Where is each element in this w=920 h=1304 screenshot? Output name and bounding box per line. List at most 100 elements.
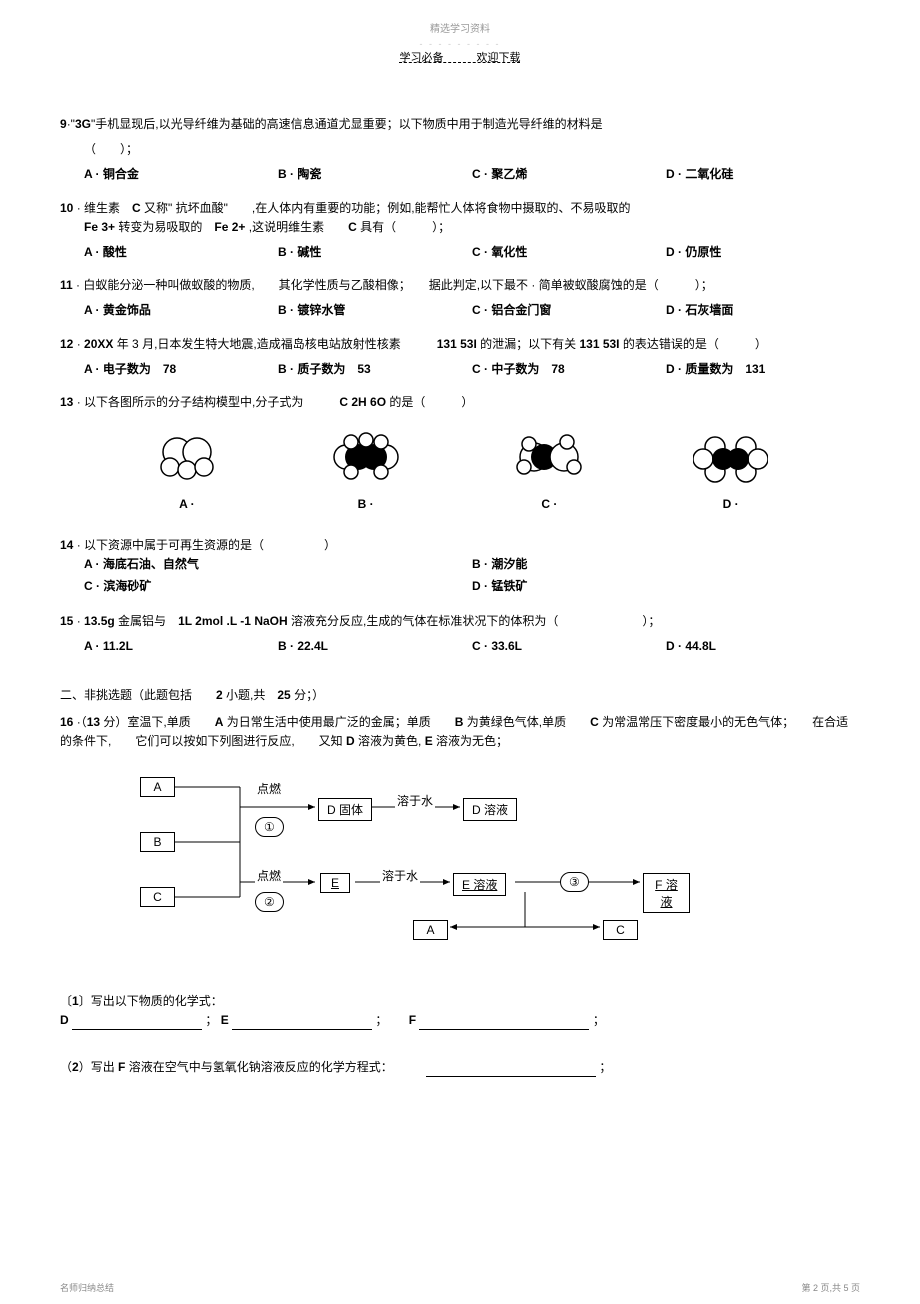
- circle1: ①: [255, 817, 284, 837]
- q9-bold: 3G: [75, 117, 91, 131]
- box-a2: A: [413, 920, 448, 940]
- q9-opt-d: D · 二氧化硅: [666, 165, 860, 184]
- q12-mid2: 的泄漏；以下有关: [477, 337, 580, 351]
- q14-num: 14: [60, 538, 73, 552]
- question-16: 16 ·（13 分）室温下,单质 A 为日常生活中使用最广泛的金属；单质 B 为…: [60, 713, 860, 751]
- q15-opt-d: D · 44.8L: [666, 637, 860, 656]
- molecule-c-icon: [509, 432, 589, 487]
- q12-mid3: 的表达错误的是（ ）: [620, 337, 767, 351]
- d-solution: D 溶液: [463, 798, 517, 821]
- q9-options: A · 铜合金 B · 陶瓷 C · 聚乙烯 D · 二氧化硅: [60, 165, 860, 184]
- q16-pts: 13: [87, 715, 100, 729]
- q16s1-num: 1: [72, 994, 79, 1008]
- q10-opt-d: D · 仍原性: [666, 243, 860, 262]
- semi3: ；: [593, 1013, 605, 1027]
- q15-options: A · 11.2L B · 22.4L C · 33.6L D · 44.8L: [60, 637, 860, 656]
- q14-opt-b: B · 潮汐能: [472, 555, 860, 574]
- q12-pre: ·: [73, 337, 84, 351]
- q14-opt-c: C · 滨海砂矿: [84, 577, 472, 596]
- q12-iso2: 131 53I: [579, 337, 619, 351]
- page-subtitle: 学习必备 欢迎下载: [60, 49, 860, 65]
- q15-naoh: NaOH: [254, 614, 287, 628]
- sec2-pts: 25: [277, 688, 290, 702]
- q11-opt-c: C · 铝合金门窗: [472, 301, 666, 320]
- q11-opt-a: A · 黄金饰品: [84, 301, 278, 320]
- box-c: C: [140, 887, 175, 907]
- q15-mid1: 金属铝与: [115, 614, 178, 628]
- q9-opt-c: C · 聚乙烯: [472, 165, 666, 184]
- q15-opt-c: C · 33.6L: [472, 637, 666, 656]
- q9-bracket: （ ）；: [60, 140, 860, 159]
- q10-mid2: 转变为易吸取的: [115, 220, 214, 234]
- semi1: ；: [205, 1013, 217, 1027]
- q16s2-num: 2: [72, 1060, 79, 1074]
- semi2: ；: [375, 1013, 381, 1027]
- page-footer: 名师归纳总结 第 2 页,共 5 页: [60, 1281, 860, 1294]
- q16s2-post: 溶液在空气中与氢氧化钠溶液反应的化学方程式：: [125, 1060, 422, 1074]
- question-15: 15 · 13.5g 金属铝与 1L 2mol .L -1 NaOH 溶液充分反…: [60, 612, 860, 656]
- q10-fe3: Fe 3+: [60, 220, 115, 234]
- q16-pre: ·（: [73, 715, 86, 729]
- q11-opt-d: D · 石灰墙面: [666, 301, 860, 320]
- q10-opt-c: C · 氧化性: [472, 243, 666, 262]
- q12-iso1: 131 53I: [437, 337, 477, 351]
- semi4: ；: [599, 1060, 611, 1074]
- q10-mid3: ,这说明维生素: [245, 220, 348, 234]
- q16-e: E: [425, 734, 433, 748]
- question-11: 11 · 白蚁能分泌一种叫做蚁酸的物质, 其化学性质与乙酸相像； 据此判定,以下…: [60, 276, 860, 320]
- q16s1-f: F: [409, 1013, 416, 1027]
- q9-mid: "手机显现后,以光导纤维为基础的高速信息通道尤显重要；以下物质中用于制造光导纤维…: [91, 117, 603, 131]
- q10-c2: C: [348, 220, 357, 234]
- molecule-d-label: D ·: [693, 495, 768, 514]
- question-9: 9·"3G"手机显现后,以光导纤维为基础的高速信息通道尤显重要；以下物质中用于制…: [60, 115, 860, 185]
- q16-mid5: 溶液为黄色,: [355, 734, 425, 748]
- box-a: A: [140, 777, 175, 797]
- q16s1-d: D: [60, 1013, 69, 1027]
- f-solution: F 溶液: [643, 873, 690, 913]
- question-14: 14 · 以下资源中属于可再生资源的是（ ） A · 海底石油、自然气 B · …: [60, 536, 860, 598]
- q16-mid2: 为日常生活中使用最广泛的金属；单质: [223, 715, 454, 729]
- footer-left: 名师归纳总结: [60, 1281, 114, 1294]
- molecule-row: A · B ·: [60, 412, 860, 522]
- q14-text: · 以下资源中属于可再生资源的是（ ）: [73, 538, 336, 552]
- molecule-c-label: C ·: [509, 495, 589, 514]
- question-12: 12 · 20XX 年 3 月,日本发生特大地震,造成福岛核电站放射性核素 13…: [60, 335, 860, 379]
- q10-opt-a: A · 酸性: [84, 243, 278, 262]
- q14-options: A · 海底石油、自然气 B · 潮汐能 C · 滨海砂矿 D · 锰铁矿: [60, 555, 860, 597]
- molecule-b-icon: [326, 432, 406, 487]
- q10-fe2: Fe 2+: [214, 220, 245, 234]
- q15-num: 15: [60, 614, 73, 628]
- circle3: ③: [560, 872, 589, 892]
- molecule-a-label: A ·: [152, 495, 222, 514]
- q10-mid4: 具有（ ）；: [357, 220, 450, 234]
- q15-mid3: 溶液充分反应,生成的气体在标准状况下的体积为（ ）；: [288, 614, 661, 628]
- q16s2-bracket: （: [60, 1060, 72, 1074]
- q16s1-bracket: 〔: [60, 994, 72, 1008]
- box-b: B: [140, 832, 175, 852]
- q10-c1: C: [132, 201, 141, 215]
- fire2-label: 点燃: [255, 867, 283, 884]
- water2-label: 溶于水: [380, 867, 420, 884]
- section-2-title: 二、非挑选题（此题包括 2 小题,共 25 分；）: [60, 686, 860, 703]
- q12-opt-d: D · 质量数为 131: [666, 360, 860, 379]
- q9-num: 9: [60, 117, 67, 131]
- q16-sub1: 〔1〕写出以下物质的化学式： D ； E ； F ；: [60, 992, 860, 1030]
- q15-conc: 1L 2mol .L -1: [178, 614, 251, 628]
- sec2-num: 2: [216, 688, 223, 702]
- page-top-header: 精选学习资料: [60, 20, 860, 35]
- e-box: E: [320, 873, 350, 893]
- q16-sub2: （2）写出 F 溶液在空气中与氢氧化钠溶液反应的化学方程式： ；: [60, 1058, 860, 1077]
- q10-opt-b: B · 碱性: [278, 243, 472, 262]
- molecule-a-icon: [152, 432, 222, 487]
- q15-g: 13.5g: [84, 614, 115, 628]
- question-10: 10 · 维生素 C 又称" 抗坏血酸" ,在人体内有重要的功能；例如,能帮忙人…: [60, 199, 860, 263]
- sec2-post: 分；）: [291, 688, 324, 702]
- box-c2: C: [603, 920, 638, 940]
- q16-mid3: 为黄绿色气体,单质: [463, 715, 590, 729]
- q10-num: 10: [60, 201, 73, 215]
- q9-opt-b: B · 陶瓷: [278, 165, 472, 184]
- blank-e: [232, 1016, 372, 1030]
- q9-opt-a: A · 铜合金: [84, 165, 278, 184]
- molecule-c: C ·: [509, 432, 589, 514]
- circle2: ②: [255, 892, 284, 912]
